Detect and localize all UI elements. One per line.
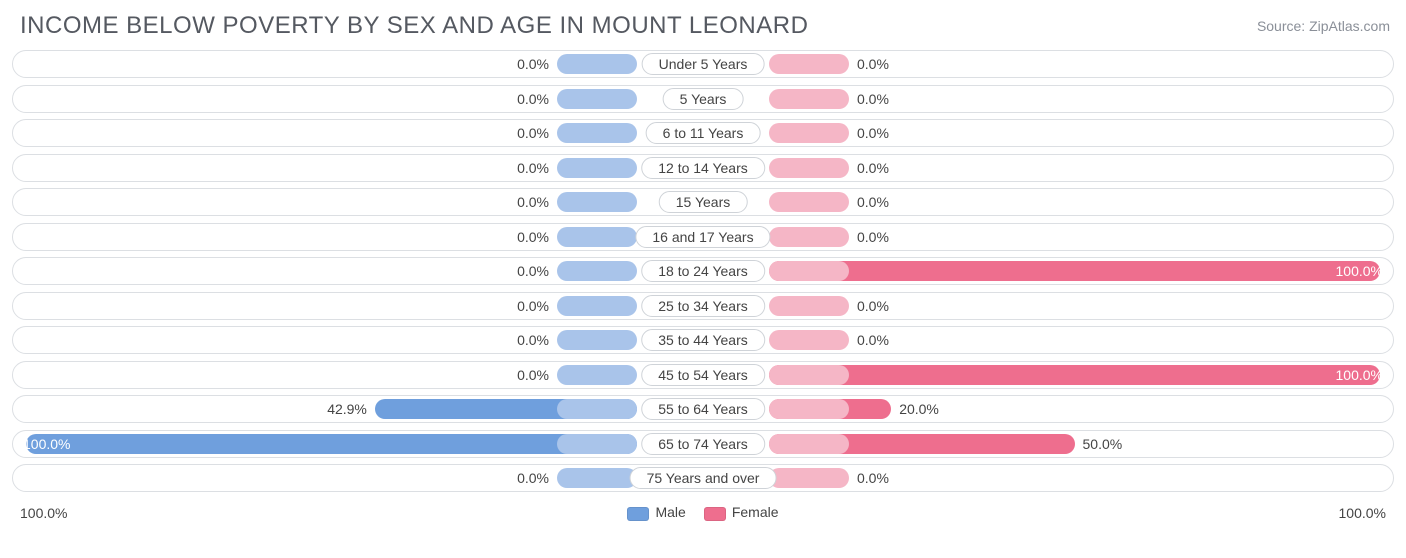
male-value: 0.0% bbox=[517, 125, 549, 141]
chart-source: Source: ZipAtlas.com bbox=[1257, 12, 1390, 34]
male-stub bbox=[557, 192, 637, 212]
chart-row: 0.0% 0.0% Under 5 Years bbox=[12, 50, 1394, 78]
male-stub bbox=[557, 365, 637, 385]
male-stub bbox=[557, 468, 637, 488]
male-stub bbox=[557, 89, 637, 109]
legend-item-male: Male bbox=[627, 504, 685, 520]
female-value: 0.0% bbox=[857, 160, 889, 176]
female-stub bbox=[769, 365, 849, 385]
row-label: 5 Years bbox=[663, 88, 744, 110]
chart-row: 0.0% 0.0% 5 Years bbox=[12, 85, 1394, 113]
chart-container: INCOME BELOW POVERTY BY SEX AND AGE IN M… bbox=[0, 0, 1406, 558]
female-stub bbox=[769, 54, 849, 74]
female-stub bbox=[769, 261, 849, 281]
female-value: 0.0% bbox=[857, 56, 889, 72]
row-label: 12 to 14 Years bbox=[641, 157, 765, 179]
female-stub bbox=[769, 227, 849, 247]
male-value: 0.0% bbox=[517, 229, 549, 245]
chart-row: 0.0% 0.0% 6 to 11 Years bbox=[12, 119, 1394, 147]
axis-right-label: 100.0% bbox=[1339, 505, 1386, 521]
row-label: 65 to 74 Years bbox=[641, 433, 765, 455]
female-bar bbox=[769, 261, 1380, 281]
male-value: 0.0% bbox=[517, 160, 549, 176]
chart-row: 0.0% 0.0% 75 Years and over bbox=[12, 464, 1394, 492]
legend: Male Female bbox=[627, 504, 778, 520]
male-value: 0.0% bbox=[517, 56, 549, 72]
female-value: 20.0% bbox=[899, 401, 939, 417]
legend-label-female: Female bbox=[732, 504, 779, 520]
female-value: 0.0% bbox=[857, 194, 889, 210]
axis-left-label: 100.0% bbox=[20, 505, 67, 521]
male-stub bbox=[557, 296, 637, 316]
legend-swatch-female bbox=[704, 507, 726, 521]
row-label: 6 to 11 Years bbox=[646, 122, 761, 144]
female-stub bbox=[769, 434, 849, 454]
female-bar bbox=[769, 365, 1380, 385]
female-value: 0.0% bbox=[857, 298, 889, 314]
row-label: 45 to 54 Years bbox=[641, 364, 765, 386]
female-stub bbox=[769, 468, 849, 488]
male-stub bbox=[557, 399, 637, 419]
female-stub bbox=[769, 89, 849, 109]
male-value: 42.9% bbox=[327, 401, 367, 417]
row-label: 16 and 17 Years bbox=[635, 226, 770, 248]
chart-row: 42.9% 20.0% 55 to 64 Years bbox=[12, 395, 1394, 423]
female-stub bbox=[769, 158, 849, 178]
male-value: 0.0% bbox=[517, 367, 549, 383]
female-stub bbox=[769, 296, 849, 316]
female-value: 0.0% bbox=[857, 470, 889, 486]
chart-row: 0.0% 0.0% 12 to 14 Years bbox=[12, 154, 1394, 182]
male-stub bbox=[557, 123, 637, 143]
female-stub bbox=[769, 192, 849, 212]
legend-label-male: Male bbox=[655, 504, 685, 520]
female-stub bbox=[769, 123, 849, 143]
female-value: 0.0% bbox=[857, 91, 889, 107]
chart-header: INCOME BELOW POVERTY BY SEX AND AGE IN M… bbox=[12, 8, 1394, 50]
male-stub bbox=[557, 54, 637, 74]
chart-row: 100.0% 50.0% 65 to 74 Years bbox=[12, 430, 1394, 458]
chart-row: 0.0% 100.0% 45 to 54 Years bbox=[12, 361, 1394, 389]
chart-row: 0.0% 0.0% 15 Years bbox=[12, 188, 1394, 216]
row-label: 15 Years bbox=[659, 191, 748, 213]
row-label: 75 Years and over bbox=[630, 467, 777, 489]
female-value: 100.0% bbox=[1336, 263, 1383, 279]
female-stub bbox=[769, 330, 849, 350]
male-stub bbox=[557, 261, 637, 281]
male-value: 0.0% bbox=[517, 91, 549, 107]
chart-row: 0.0% 100.0% 18 to 24 Years bbox=[12, 257, 1394, 285]
male-value: 0.0% bbox=[517, 298, 549, 314]
female-stub bbox=[769, 399, 849, 419]
female-value: 100.0% bbox=[1336, 367, 1383, 383]
male-bar bbox=[26, 434, 637, 454]
row-label: 35 to 44 Years bbox=[641, 329, 765, 351]
female-value: 0.0% bbox=[857, 125, 889, 141]
chart-rows: 0.0%0.0%Under 5 Years0.0%0.0%5 Years0.0%… bbox=[12, 50, 1394, 492]
female-value: 0.0% bbox=[857, 229, 889, 245]
row-label: 18 to 24 Years bbox=[641, 260, 765, 282]
female-value: 0.0% bbox=[857, 332, 889, 348]
male-value: 0.0% bbox=[517, 332, 549, 348]
row-label: Under 5 Years bbox=[642, 53, 765, 75]
row-label: 55 to 64 Years bbox=[641, 398, 765, 420]
male-value: 0.0% bbox=[517, 470, 549, 486]
chart-title: INCOME BELOW POVERTY BY SEX AND AGE IN M… bbox=[20, 12, 808, 40]
male-value: 100.0% bbox=[23, 436, 70, 452]
row-label: 25 to 34 Years bbox=[641, 295, 765, 317]
chart-footer: 100.0% Male Female 100.0% bbox=[12, 499, 1394, 527]
legend-item-female: Female bbox=[704, 504, 779, 520]
chart-row: 0.0% 0.0% 35 to 44 Years bbox=[12, 326, 1394, 354]
chart-row: 0.0% 0.0% 16 and 17 Years bbox=[12, 223, 1394, 251]
male-stub bbox=[557, 227, 637, 247]
male-stub bbox=[557, 158, 637, 178]
legend-swatch-male bbox=[627, 507, 649, 521]
male-value: 0.0% bbox=[517, 263, 549, 279]
male-stub bbox=[557, 330, 637, 350]
female-value: 50.0% bbox=[1083, 436, 1123, 452]
chart-row: 0.0% 0.0% 25 to 34 Years bbox=[12, 292, 1394, 320]
male-value: 0.0% bbox=[517, 194, 549, 210]
male-stub bbox=[557, 434, 637, 454]
